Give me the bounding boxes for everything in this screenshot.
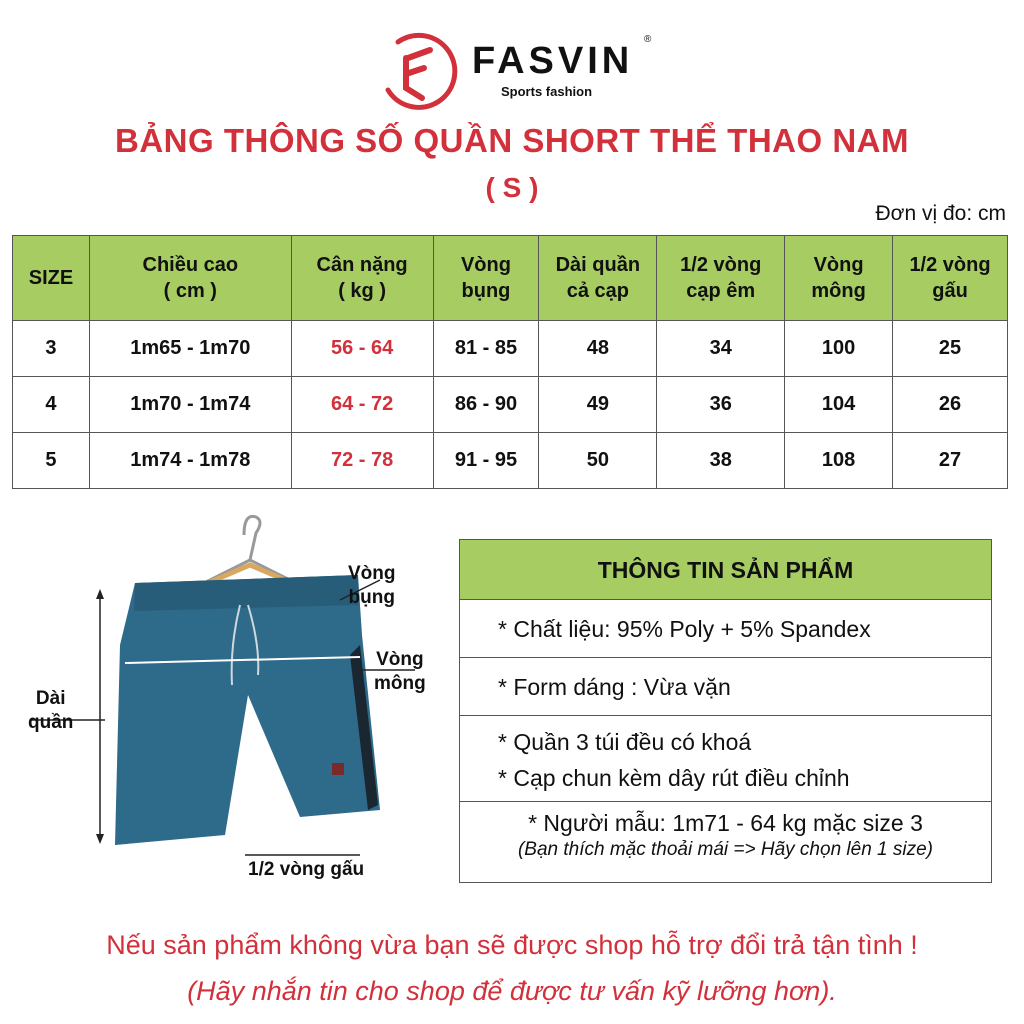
table-cell: 25 <box>892 320 1008 377</box>
table-cell: 108 <box>784 432 894 489</box>
table-cell: 27 <box>892 432 1008 489</box>
table-cell: 4 <box>12 376 90 433</box>
table-row: 3 1m65 - 1m70 56 - 64 81 - 85 48 34 100 25 <box>12 320 1008 377</box>
table-cell: 34 <box>656 320 786 377</box>
shorts-shape <box>115 575 380 845</box>
page-title: BẢNG THÔNG SỐ QUẦN SHORT THỂ THAO NAM <box>115 122 909 159</box>
info-material: * Chất liệu: 95% Poly + 5% Spandex <box>460 600 991 658</box>
table-cell: 36 <box>656 376 786 433</box>
table-cell: 26 <box>892 376 1008 433</box>
column-header: 1/2 vòng cạp êm <box>656 235 786 321</box>
brand-logo-icon <box>385 32 458 110</box>
footer-contact: (Hãy nhắn tin cho shop để được tư vấn kỹ… <box>187 976 837 1006</box>
table-cell: 48 <box>538 320 658 377</box>
table-cell: 100 <box>784 320 894 377</box>
product-info-box: THÔNG TIN SẢN PHẨM * Chất liệu: 95% Poly… <box>459 539 992 883</box>
table-row: 5 1m74 - 1m78 72 - 78 91 - 95 50 38 108 27 <box>12 432 1008 489</box>
column-header: Vòng bụng <box>432 235 540 321</box>
length-label: Dài quần <box>28 688 74 733</box>
table-cell: 1m74 - 1m78 <box>88 432 292 489</box>
table-cell: 50 <box>538 432 658 489</box>
footer-notice: Nếu sản phẩm không vừa bạn sẽ được shop … <box>106 930 918 960</box>
table-cell: 56 - 64 <box>290 320 434 377</box>
table-cell: 91 - 95 <box>432 432 540 489</box>
table-cell: 81 - 85 <box>432 320 540 377</box>
shorts-diagram <box>30 514 415 856</box>
table-cell: 3 <box>12 320 90 377</box>
column-header: Dài quần cả cạp <box>538 235 658 321</box>
info-title: THÔNG TIN SẢN PHẨM <box>460 540 991 600</box>
waist-label: Vòng bụng <box>348 563 396 608</box>
registered-mark: ® <box>644 34 652 45</box>
column-header: Chiều cao ( cm ) <box>88 235 292 321</box>
hip-label: Vòng mông <box>374 649 426 694</box>
column-header: SIZE <box>12 235 90 321</box>
hem-label: 1/2 vòng gấu <box>248 859 365 880</box>
info-features: * Quần 3 túi đều có khoá * Cạp chun kèm d… <box>460 716 991 802</box>
column-header: 1/2 vòng gấu <box>892 235 1008 321</box>
table-cell: 49 <box>538 376 658 433</box>
size-table: SIZE Chiều cao ( cm ) Cân nặng ( kg ) Vòng … <box>12 235 1008 489</box>
unit-label: Đơn vị đo: cm <box>875 202 1006 225</box>
table-cell: 86 - 90 <box>432 376 540 433</box>
table-cell: 5 <box>12 432 90 489</box>
brand-name: FASVIN <box>472 40 634 82</box>
column-header: Vòng mông <box>784 235 894 321</box>
column-header: Cân nặng ( kg ) <box>290 235 434 321</box>
table-cell: 38 <box>656 432 786 489</box>
info-model: * Người mẫu: 1m71 - 64 kg mặc size 3 (Bạn… <box>517 810 934 860</box>
table-cell: 1m70 - 1m74 <box>88 376 292 433</box>
table-row: 4 1m70 - 1m74 64 - 72 86 - 90 49 36 104 26 <box>12 376 1008 433</box>
table-cell: 72 - 78 <box>290 432 434 489</box>
table-cell: 1m65 - 1m70 <box>88 320 292 377</box>
table-cell: 104 <box>784 376 894 433</box>
page-subtitle: ( S ) <box>485 172 539 203</box>
info-fit: * Form dáng : Vừa vặn <box>460 658 991 716</box>
table-cell: 64 - 72 <box>290 376 434 433</box>
brand-tagline: Sports fashion <box>501 84 593 99</box>
